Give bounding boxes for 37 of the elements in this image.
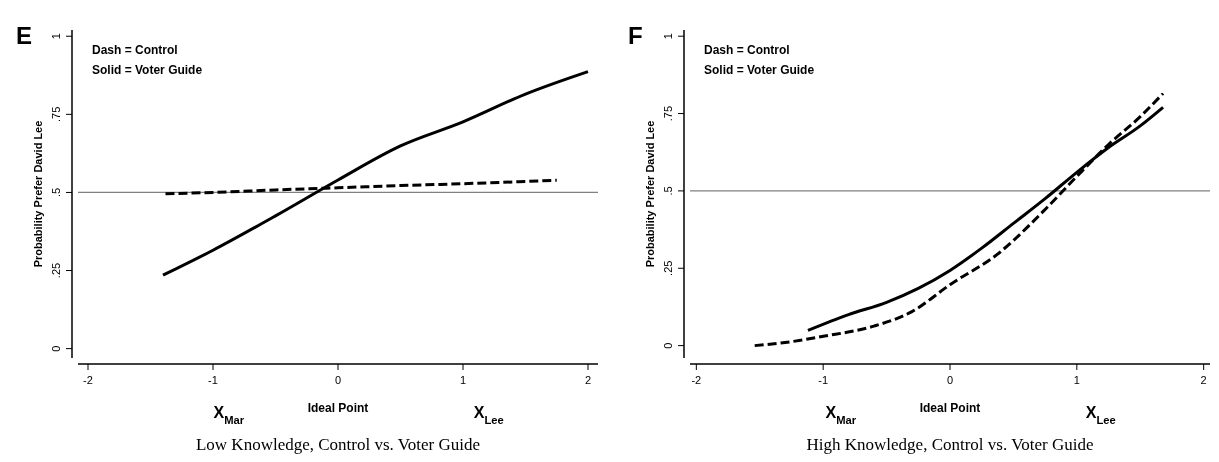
y-tick-label: .5 <box>50 187 62 198</box>
y-tick-label: 1 <box>662 33 674 40</box>
y-tick-label: 0 <box>50 345 62 352</box>
x-tick-label: -1 <box>818 374 829 386</box>
annotation: Dash = Control <box>704 43 790 57</box>
annotation: Solid = Voter Guide <box>704 63 815 77</box>
x-tick-label: 0 <box>334 374 342 386</box>
x-tick-label: -2 <box>83 374 93 386</box>
y-tick-label: .25 <box>662 260 674 276</box>
text: High Knowledge, Control vs. Voter Guide <box>806 435 1094 454</box>
y-tick-label: 1 <box>50 33 62 40</box>
text: X$_{Mar}$ <box>825 404 857 426</box>
x-tick-label: 0 <box>946 374 954 386</box>
x-axis-title: Ideal Point <box>919 401 981 415</box>
x-tick-label: -1 <box>208 374 218 386</box>
annotation: Solid = Voter Guide <box>92 63 203 77</box>
y-axis-title: Probability Prefer David Lee <box>32 120 44 268</box>
x-tick-label: 1 <box>459 374 467 386</box>
text: X$_{Lee}$ <box>473 404 504 426</box>
text: X$_{Mar}$ <box>213 404 245 426</box>
text: F <box>628 22 643 49</box>
y-tick-label: .25 <box>50 262 62 279</box>
y-axis-title: Probability Prefer David Lee <box>644 120 656 268</box>
y-tick-label: .75 <box>662 105 674 122</box>
x-tick-label: -2 <box>691 374 702 386</box>
x-axis-title: Ideal Point <box>307 401 369 415</box>
text: E <box>16 22 33 49</box>
x-tick-label: 2 <box>1200 374 1207 386</box>
text: X$_{Lee}$ <box>1085 404 1116 426</box>
x-tick-label: 1 <box>1073 374 1080 386</box>
y-tick-label: .75 <box>50 106 62 122</box>
y-tick-label: .5 <box>662 186 674 196</box>
y-tick-label: 0 <box>662 342 674 349</box>
annotation: Dash = Control <box>92 43 178 57</box>
text: Low Knowledge, Control vs. Voter Guide <box>195 435 481 454</box>
line-series <box>753 91 1165 348</box>
x-tick-label: 2 <box>584 374 592 386</box>
